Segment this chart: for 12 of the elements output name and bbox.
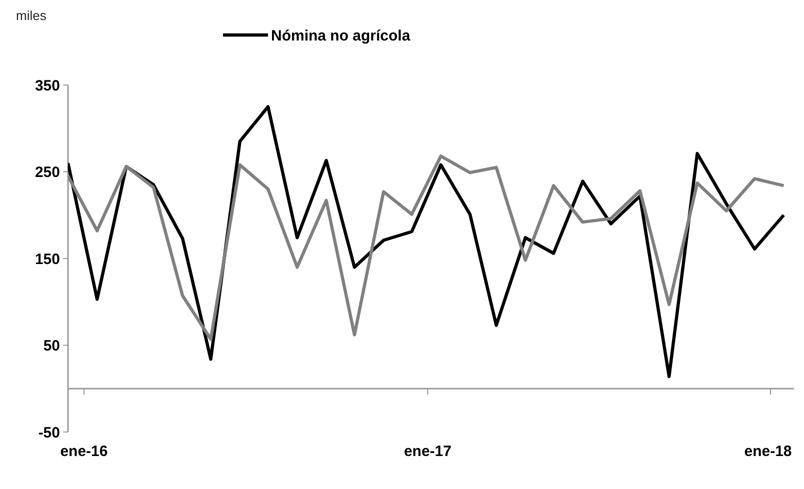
- y-tick-label: 250: [34, 164, 60, 181]
- x-tick-label: ene-16: [60, 443, 108, 460]
- line-series: [68, 105, 786, 378]
- y-tick-label: 50: [43, 338, 60, 354]
- y-axis-title: miles: [16, 8, 47, 23]
- y-tick-label: 150: [34, 250, 60, 268]
- x-tick-label: ene-18: [744, 443, 792, 460]
- line-series: [68, 154, 786, 341]
- y-tick-label: 350: [34, 77, 60, 94]
- legend-label: Nómina no agrícola: [271, 27, 411, 44]
- y-tick-label: -50: [38, 424, 60, 442]
- x-tick-label: ene-17: [404, 443, 452, 460]
